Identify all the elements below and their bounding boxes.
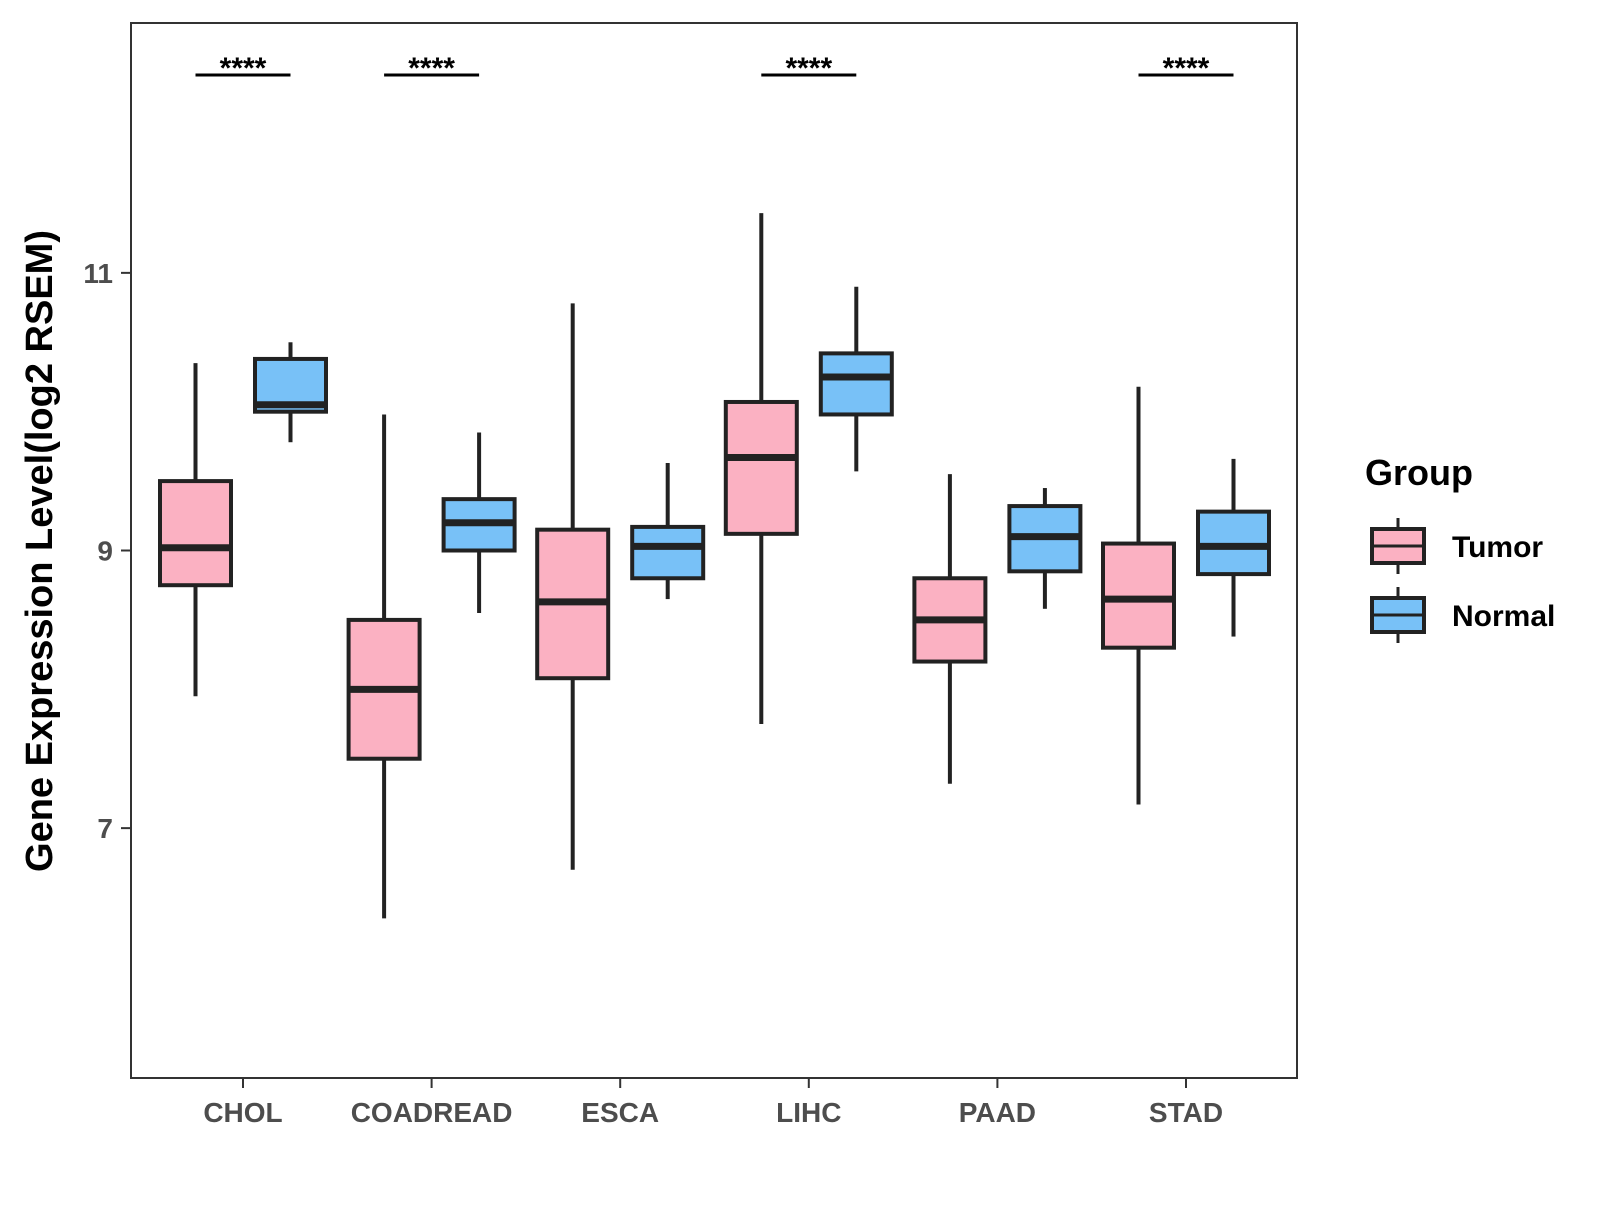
box-normal-stad (1196, 458, 1271, 637)
significance-label: **** (408, 52, 455, 85)
box-iqr (818, 351, 894, 417)
legend-entry-tumor: Tumor (1370, 518, 1543, 574)
box-iqr (723, 399, 799, 536)
x-tick-label: STAD (1149, 1097, 1223, 1128)
legend-label: Tumor (1452, 531, 1543, 564)
significance-label: **** (785, 52, 832, 85)
box-iqr (630, 524, 706, 581)
y-axis-title: Gene Expression Level(log2 RSEM) (19, 230, 61, 872)
x-tick-label: COADREAD (351, 1097, 513, 1128)
y-tick-label: 9 (97, 536, 113, 567)
box-tumor-stad (1101, 386, 1176, 805)
box-normal-coadread (441, 432, 517, 613)
legend-label: Normal (1452, 600, 1555, 633)
significance-annotations: **** **** **** **** (195, 52, 1234, 85)
box-tumor-lihc (723, 213, 799, 725)
significance-label: **** (1163, 52, 1210, 85)
box-normal-lihc (818, 286, 894, 472)
boxes-layer (158, 213, 1271, 919)
legend-entry-normal: Normal (1370, 587, 1555, 643)
x-tick-label: LIHC (776, 1097, 841, 1128)
box-normal-esca (630, 463, 706, 600)
x-axis: CHOL COADREAD ESCA LIHC PAAD STAD (203, 1078, 1223, 1128)
box-tumor-coadread (346, 414, 422, 919)
x-tick-label: PAAD (959, 1097, 1036, 1128)
x-tick-label: CHOL (203, 1097, 282, 1128)
y-axis: 7 9 11 (83, 258, 131, 844)
legend: Group Tumor Normal (1365, 452, 1555, 643)
box-iqr (158, 479, 233, 588)
legend-title: Group (1365, 452, 1473, 493)
y-tick-label: 7 (97, 813, 113, 844)
y-tick-label: 11 (83, 258, 113, 289)
box-normal-paad (1007, 488, 1083, 609)
box-normal-chol (253, 342, 328, 443)
x-tick-label: ESCA (581, 1097, 659, 1128)
box-tumor-chol (158, 363, 233, 697)
box-tumor-paad (912, 474, 988, 784)
box-tumor-esca (535, 303, 611, 870)
significance-label: **** (220, 52, 267, 85)
